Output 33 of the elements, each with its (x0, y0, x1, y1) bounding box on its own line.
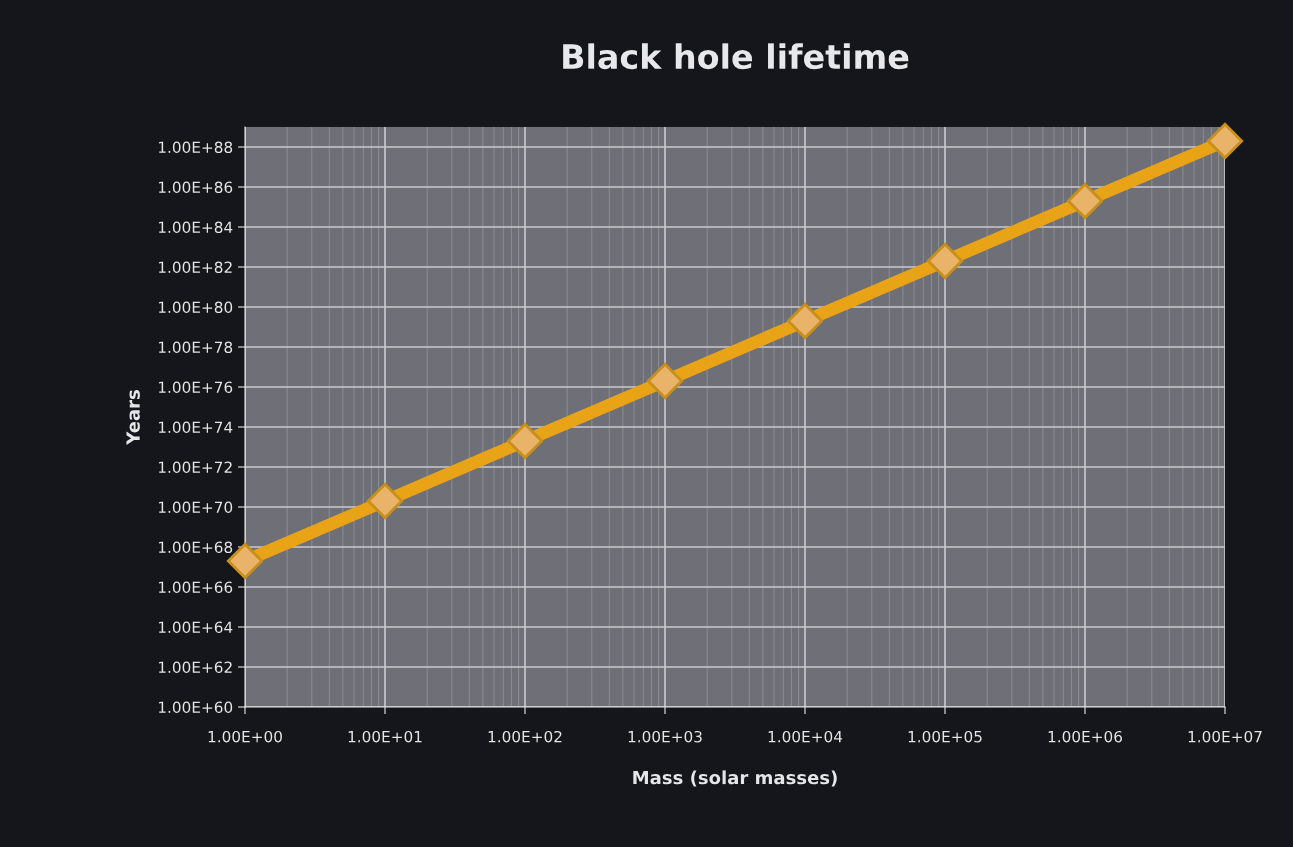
y-tick-label: 1.00E+80 (158, 301, 233, 314)
chart-title: Black hole lifetime (563, 43, 909, 70)
point (786, 302, 824, 340)
y-tick-label: 1.00E+76 (158, 381, 233, 394)
x-tick-label: 1.00E+00 (208, 730, 282, 743)
x-tick-label: 1.00E+04 (768, 730, 843, 743)
y-tick-label: 1.00E+72 (158, 461, 232, 474)
x-tick-label: 1.00E+05 (908, 730, 982, 743)
point (366, 482, 404, 520)
x-tick-label: 1.00E+02 (488, 730, 562, 743)
x-tick-label: 1.00E+03 (628, 730, 702, 743)
y-tick-label: 1.00E+70 (158, 501, 233, 514)
point (926, 242, 964, 280)
y-tick-label: 1.00E+68 (158, 541, 233, 554)
x-tick-label: 1.00E+07 (1188, 730, 1262, 743)
y-tick-label: 1.00E+82 (158, 261, 232, 274)
y-tick-label: 1.00E+74 (158, 421, 233, 434)
y-tick-label: 1.00E+86 (158, 181, 233, 194)
x-tick-label: 1.00E+06 (1048, 730, 1122, 743)
point (1066, 182, 1104, 220)
y-tick-label: 1.00E+64 (158, 621, 233, 634)
y-tick-label: 1.00E+84 (158, 221, 233, 234)
point (506, 422, 544, 460)
y-tick-label: 1.00E+62 (158, 661, 232, 674)
x-axis-title: Mass (solar masses) (633, 770, 837, 787)
y-tick-label: 1.00E+78 (158, 341, 233, 354)
y-tick-label: 1.00E+88 (158, 141, 233, 154)
y-tick-label: 1.00E+60 (158, 701, 233, 714)
y-tick-label: 1.00E+66 (158, 581, 233, 594)
point (646, 362, 684, 400)
point (1206, 122, 1244, 160)
y-axis-title: Years (126, 390, 140, 445)
x-tick-label: 1.00E+01 (348, 730, 422, 743)
